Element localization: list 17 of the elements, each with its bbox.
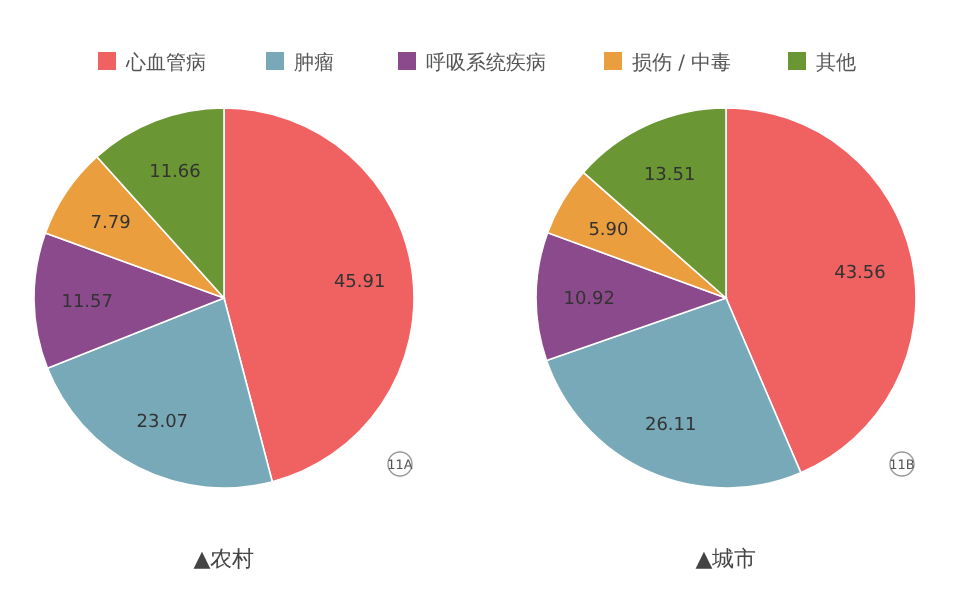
data-label: 11.66 (149, 163, 202, 184)
data-label: 26.11 (645, 416, 697, 437)
data-label: 10.92 (563, 289, 615, 310)
legend-label: 损伤 / 中毒 (632, 51, 732, 75)
legend-label: 心血管病 (124, 51, 206, 75)
data-label: 5.90 (588, 221, 630, 242)
text: ▲城市 (695, 546, 757, 572)
data-label: 7.79 (90, 214, 132, 235)
legend-label: 其他 (816, 51, 856, 75)
data-label: 23.07 (136, 413, 189, 434)
legend-label: 肿瘤 (294, 51, 334, 75)
data-label: 13.51 (643, 166, 696, 187)
text: ▲农村 (193, 546, 255, 572)
data-label: 11.57 (61, 293, 113, 314)
data-label: 43.56 (834, 263, 887, 284)
data-label: 45.91 (333, 273, 386, 294)
legend-label: 呼吸系统疾病 (426, 51, 546, 75)
